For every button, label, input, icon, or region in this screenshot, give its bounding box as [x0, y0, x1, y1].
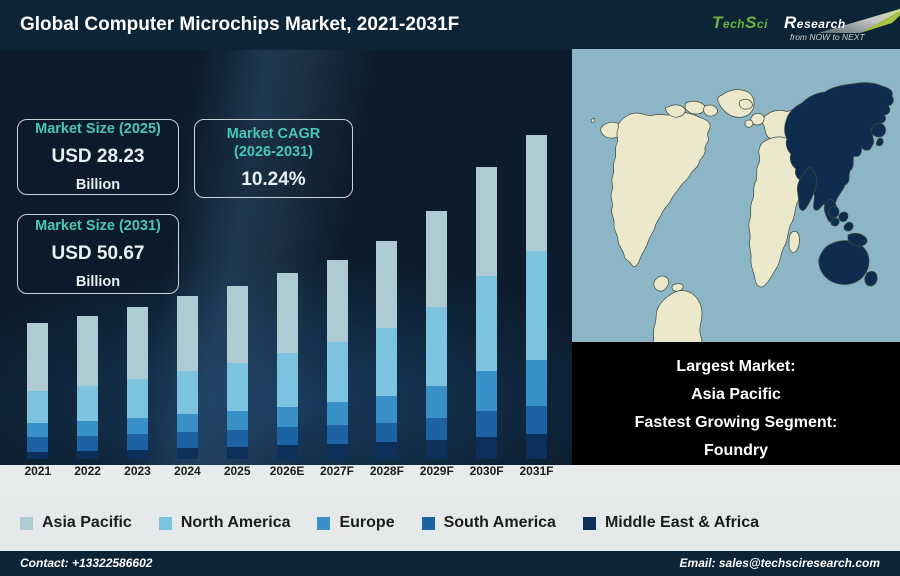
svg-text:from NOW to NEXT: from NOW to NEXT	[790, 32, 865, 42]
svg-text:TechSci: TechSci	[712, 13, 768, 32]
svg-text:Research: Research	[784, 13, 846, 32]
